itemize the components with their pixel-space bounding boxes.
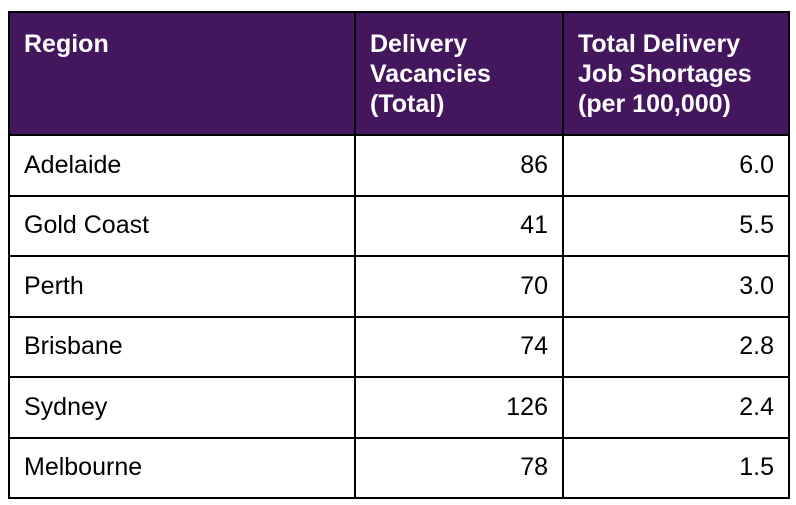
table-header: Region Delivery Vacancies (Total) Total … xyxy=(8,11,790,136)
header-region-line: Region xyxy=(24,30,109,58)
cell-region: Sydney xyxy=(8,376,356,439)
cell-shortages: 5.5 xyxy=(562,194,790,257)
table-row: Brisbane 74 2.8 xyxy=(8,315,790,378)
header-shortages-line: (per 100,000) xyxy=(578,90,731,118)
cell-shortages: 6.0 xyxy=(562,134,790,197)
table-row: Sydney 126 2.4 xyxy=(8,376,790,439)
data-table-container: Region Delivery Vacancies (Total) Total … xyxy=(8,11,790,499)
cell-shortages: 3.0 xyxy=(562,255,790,318)
header-vacancies: Delivery Vacancies (Total) xyxy=(354,11,564,136)
cell-vacancies: 70 xyxy=(354,255,564,318)
table-row: Perth 70 3.0 xyxy=(8,255,790,318)
header-vacancies-line: Vacancies xyxy=(370,60,491,88)
cell-vacancies: 126 xyxy=(354,376,564,439)
cell-region: Brisbane xyxy=(8,315,356,378)
header-shortages: Total Delivery Job Shortages (per 100,00… xyxy=(562,11,790,136)
cell-shortages: 1.5 xyxy=(562,436,790,499)
header-shortages-line: Total Delivery xyxy=(578,30,741,58)
cell-vacancies: 78 xyxy=(354,436,564,499)
table-row: Adelaide 86 6.0 xyxy=(8,134,790,197)
cell-region: Gold Coast xyxy=(8,194,356,257)
cell-region: Adelaide xyxy=(8,134,356,197)
header-vacancies-line: (Total) xyxy=(370,90,445,118)
header-row: Region Delivery Vacancies (Total) Total … xyxy=(8,11,790,136)
header-shortages-line: Job Shortages xyxy=(578,60,752,88)
header-region: Region xyxy=(8,11,356,136)
header-vacancies-line: Delivery xyxy=(370,30,468,58)
cell-vacancies: 74 xyxy=(354,315,564,378)
cell-vacancies: 41 xyxy=(354,194,564,257)
cell-shortages: 2.8 xyxy=(562,315,790,378)
cell-region: Melbourne xyxy=(8,436,356,499)
table-row: Gold Coast 41 5.5 xyxy=(8,194,790,257)
cell-shortages: 2.4 xyxy=(562,376,790,439)
cell-region: Perth xyxy=(8,255,356,318)
cell-vacancies: 86 xyxy=(354,134,564,197)
table-row: Melbourne 78 1.5 xyxy=(8,436,790,499)
delivery-shortages-table: Region Delivery Vacancies (Total) Total … xyxy=(8,11,790,499)
table-body: Adelaide 86 6.0 Gold Coast 41 5.5 Perth … xyxy=(8,134,790,499)
